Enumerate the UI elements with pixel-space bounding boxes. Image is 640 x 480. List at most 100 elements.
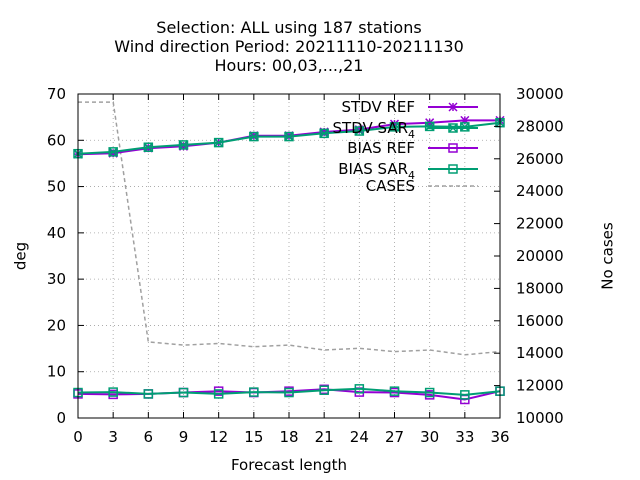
data-point [319,385,329,395]
y-tick-label: 10 [47,363,66,381]
data-point [424,121,435,132]
data-point [249,387,259,397]
legend-item: STDV REF [341,98,478,116]
marker-box [319,128,329,139]
x-tick-label: 21 [315,428,334,446]
x-tick-label: 18 [279,428,298,446]
data-point [143,389,154,399]
y2-tick-label: 10000 [516,409,564,427]
legend-item: BIAS REF [347,139,478,157]
x-tick-label: 36 [490,428,509,446]
data-point [389,122,400,132]
data-point [178,140,189,150]
x-tick-label: 33 [455,428,474,446]
data-point [460,122,470,132]
marker-stroke [460,122,470,132]
x-tick-label: 15 [244,428,263,446]
y-tick-label: 40 [47,224,66,242]
marker-stroke [284,132,294,142]
data-point [460,390,470,400]
data-point [213,389,224,399]
data-point [213,137,224,148]
marker-box [143,142,154,152]
legend-subscript: 4 [408,169,415,182]
data-point [108,147,118,157]
marker-box [424,121,435,132]
marker-stroke [448,123,458,133]
data-point [448,123,458,133]
legend-label: BIAS REF [347,139,415,157]
y-axis-label: deg [12,242,30,270]
y2-tick-label: 26000 [516,150,564,168]
data-point [354,126,365,136]
marker-stroke [448,102,458,112]
x-tick-label: 6 [144,428,154,446]
data-point [284,387,294,398]
marker-box [389,122,400,132]
marker-stroke [425,121,435,131]
marker-stroke [143,142,153,152]
x-tick-label: 3 [108,428,118,446]
marker-stroke [354,126,364,136]
y2-tick-label: 30000 [516,85,564,103]
y-tick-label: 50 [47,178,66,196]
x-tick-label: 12 [209,428,228,446]
marker-stroke [108,147,118,157]
marker-stroke [319,128,329,138]
legend-label: STDV SAR4 [333,119,415,141]
legend-label: CASES [366,177,415,195]
series-line [77,387,501,396]
legend-subscript: 4 [408,128,415,141]
x-tick-label: 27 [385,428,404,446]
legend-item: CASES [366,177,478,195]
legend-item: STDV SAR4 [333,119,478,141]
y2-tick-label: 20000 [516,247,564,265]
marker-box [284,131,294,142]
grid [78,94,500,418]
data-point [284,131,294,142]
x-axis-label: Forecast length [231,456,347,474]
title-line: Selection: ALL using 187 stations [156,18,421,37]
marker-box [108,147,118,157]
data-point [319,128,329,139]
y2-tick-label: 14000 [516,344,564,362]
legend-item: BIAS SAR4 [338,160,478,182]
marker-stroke [389,122,400,132]
y-tick-label: 60 [47,131,66,149]
marker-box [448,123,458,133]
y2-tick-label: 12000 [516,377,564,395]
series-bias-sar-4 [73,384,505,400]
marker-stroke [214,138,224,148]
marker-box [354,126,365,136]
y2-axis-label: No cases [599,222,617,290]
marker-box [178,140,189,150]
data-point [178,387,189,398]
y2-tick-label: 16000 [516,312,564,330]
data-point [143,142,154,152]
data-point [108,387,118,397]
data-point [249,131,259,142]
x-tick-label: 0 [73,428,83,446]
marker-stroke [249,132,259,142]
data-point [389,386,400,396]
axes: 0 3 6 9 12 15 18 21 24 27 30 33 36010203040506070100… [47,85,564,446]
x-tick-label: 24 [350,428,369,446]
legend-label: STDV REF [341,98,415,116]
legend-label: BIAS SAR4 [338,160,415,182]
series-group [73,101,505,405]
data-point [354,384,365,394]
y2-tick-label: 18000 [516,279,564,297]
data-point [448,143,458,153]
y2-tick-label: 22000 [516,215,564,233]
title-line: Wind direction Period: 20211110-20211130 [114,37,464,56]
y2-tick-label: 28000 [516,117,564,135]
title-line: Hours: 00,03,...,21 [215,56,364,75]
y-tick-label: 70 [47,85,66,103]
data-point [448,164,458,174]
marker-box [249,131,259,142]
marker-stroke [178,140,189,150]
y-tick-label: 0 [56,409,66,427]
data-point [424,387,435,398]
